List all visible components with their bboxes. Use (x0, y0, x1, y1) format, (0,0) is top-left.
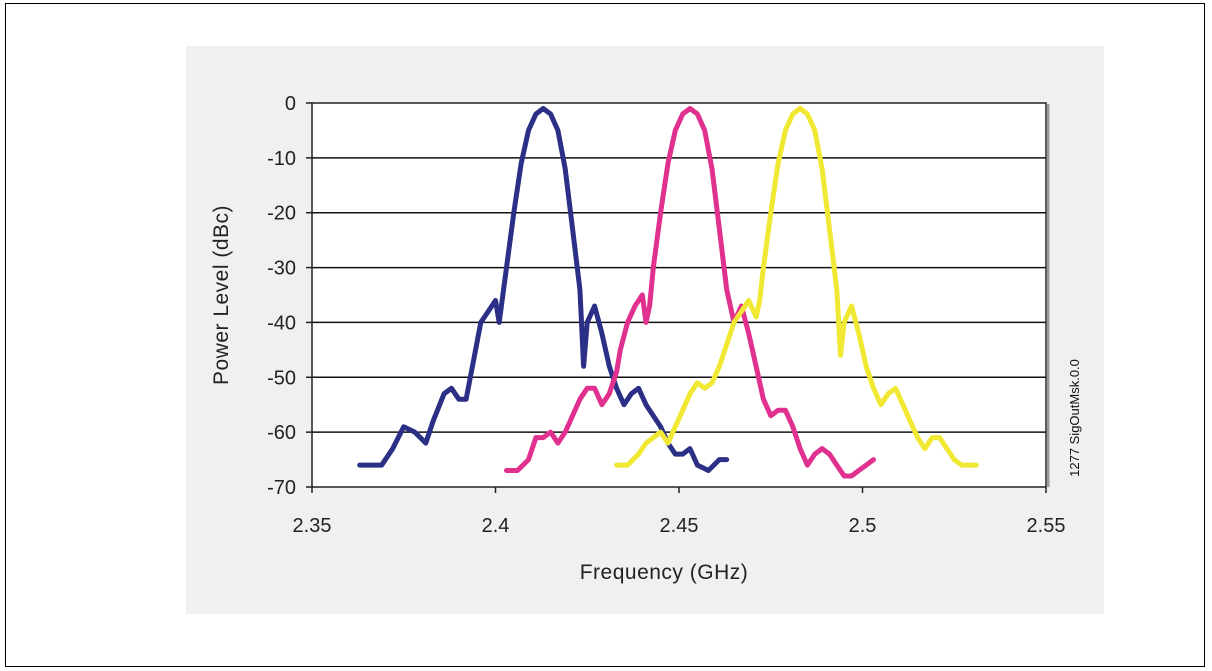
y-tick-label: 0 (285, 93, 296, 115)
x-tick-label: 2.35 (293, 515, 332, 537)
plot-area (311, 102, 1047, 488)
figure-frame: 0 -10 -20 -30 -40 -50 -60 -70 2.35 2.4 2.45 2.5 2.5… (5, 3, 1205, 667)
y-tick-labels: 0 -10 -20 -30 -40 -50 -60 -70 (267, 93, 296, 499)
series-line-1 (357, 106, 730, 473)
y-axis-title: Power Level (dBc) (210, 205, 233, 385)
y-tick-label: -20 (267, 203, 296, 225)
series-line-3 (614, 106, 979, 468)
y-tick-label: -60 (267, 422, 296, 444)
chart-svg: 0 -10 -20 -30 -40 -50 -60 -70 2.35 2.4 2.45 2.5 2.5… (210, 93, 1082, 584)
y-tick-label: -10 (267, 148, 296, 170)
chart-panel: 0 -10 -20 -30 -40 -50 -60 -70 2.35 2.4 2.45 2.5 2.5… (186, 46, 1104, 614)
y-tick-label: -40 (267, 312, 296, 334)
grid-lines (306, 102, 1047, 493)
x-tick-labels: 2.35 2.4 2.45 2.5 2.55 (293, 515, 1066, 537)
series-layer (357, 106, 979, 479)
x-tick-label: 2.45 (660, 515, 699, 537)
x-tick-label: 2.4 (482, 515, 510, 537)
x-axis-title: Frequency (GHz) (580, 561, 749, 584)
x-tick-label: 2.5 (849, 515, 877, 537)
y-tick-label: -50 (267, 367, 296, 389)
figure-id-label: 1277 SigOutMsk.0.0 (1067, 359, 1082, 477)
y-tick-label: -30 (267, 258, 296, 280)
x-tick-label: 2.55 (1027, 515, 1066, 537)
y-tick-label: -70 (267, 477, 296, 499)
series-line-2 (504, 106, 876, 479)
